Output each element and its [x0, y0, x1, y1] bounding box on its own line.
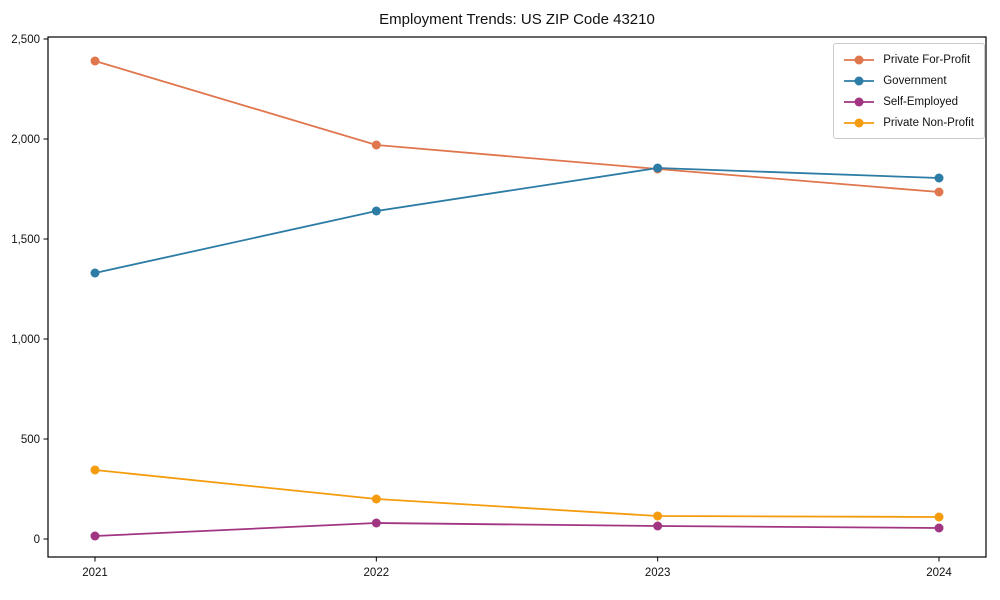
legend-marker-icon [844, 97, 875, 106]
data-point [90, 465, 100, 475]
legend-marker-icon [844, 55, 875, 64]
data-point [934, 523, 944, 533]
data-point [90, 56, 100, 66]
x-tick-label: 2024 [926, 567, 952, 579]
data-point [371, 494, 381, 504]
y-tick-label: 0 [34, 534, 40, 546]
legend-label: Private Non-Profit [883, 116, 974, 129]
series-line-private-for-profit [94, 60, 940, 193]
y-tick-label: 1,000 [11, 334, 40, 346]
data-point [934, 173, 944, 183]
series-line-self-employed [94, 522, 940, 537]
series-line-government [94, 167, 940, 274]
x-tick-label: 2021 [82, 567, 108, 579]
data-point [653, 163, 663, 173]
chart-title: Employment Trends: US ZIP Code 43210 [379, 11, 655, 28]
legend: Private For-Profit Government Self-Employe… [833, 43, 985, 139]
legend-marker-icon [844, 76, 875, 85]
legend-label: Self-Employed [883, 95, 959, 108]
x-tick-label: 2023 [645, 567, 671, 579]
legend-label: Government [883, 74, 947, 87]
legend-item: Private For-Profit [843, 52, 974, 67]
data-point [934, 512, 944, 522]
legend-item: Self-Employed [843, 94, 974, 109]
y-tick-label: 2,000 [11, 134, 40, 146]
y-tick-label: 500 [21, 434, 40, 446]
data-point [371, 206, 381, 216]
data-point [653, 511, 663, 521]
data-point [90, 531, 100, 541]
y-tick-label: 2,500 [11, 34, 40, 46]
data-point [371, 518, 381, 528]
y-tick-label: 1,500 [11, 234, 40, 246]
legend-item: Private Non-Profit [843, 115, 974, 130]
data-point [934, 187, 944, 197]
x-tick-label: 2022 [364, 567, 390, 579]
series-line-private-non-profit [94, 469, 940, 518]
axes-frame [47, 36, 987, 558]
data-point [653, 521, 663, 531]
data-point [90, 268, 100, 278]
legend-label: Private For-Profit [883, 53, 971, 66]
legend-marker-icon [844, 118, 875, 127]
data-point [371, 140, 381, 150]
legend-item: Government [843, 73, 974, 88]
